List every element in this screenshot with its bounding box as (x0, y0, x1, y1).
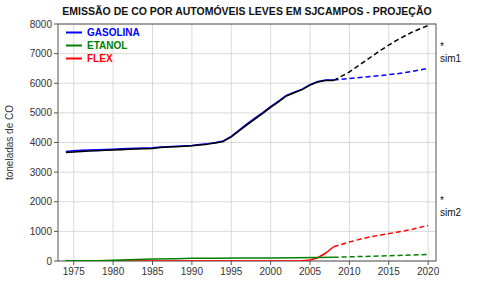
x-tick-label: 1990 (181, 266, 204, 277)
series-line (334, 225, 429, 246)
grid (58, 24, 436, 261)
y-axis-label: toneladas de CO (4, 105, 15, 180)
series-line (66, 80, 334, 151)
legend-swatch (66, 45, 82, 47)
y-tick (54, 201, 58, 202)
plot-frame (58, 24, 436, 261)
x-tick (388, 261, 389, 265)
x-tick-label: 1980 (102, 266, 125, 277)
annotation: *sim2 (440, 195, 462, 218)
y-tick (54, 142, 58, 143)
x-tick-label: 1975 (63, 266, 86, 277)
title: EMISSÃO DE CO POR AUTOMÓVEIS LEVES EM SJ… (62, 5, 431, 17)
y-tick (54, 231, 58, 232)
annotation: *sim1 (440, 41, 462, 64)
y-tick (54, 112, 58, 113)
series-line (66, 80, 334, 152)
y-tick-label: 0 (46, 256, 52, 267)
y-grid-line (58, 142, 436, 143)
y-grid-line (58, 201, 436, 202)
x-tick-label: 2010 (338, 266, 361, 277)
y-tick-label: 7000 (30, 48, 53, 59)
annotation-line: * (440, 41, 444, 52)
y-tick-label: 6000 (30, 78, 53, 89)
y-grid-line (58, 83, 436, 84)
x-tick-label: 2005 (299, 266, 322, 277)
annotation-line: sim1 (440, 53, 462, 64)
x-tick-label: 1995 (220, 266, 243, 277)
chart: 1975 1980 1985 1990 1995 2000 2005 2010 2015 2020… (0, 0, 478, 283)
lines (66, 25, 428, 261)
annotation-line: sim2 (440, 207, 462, 218)
y-grid-line (58, 172, 436, 173)
y-tick (54, 24, 58, 25)
legend-swatch (66, 58, 82, 60)
x-tick (231, 261, 232, 265)
y-tick-label: 8000 (30, 19, 53, 30)
legend-label: GASOLINA (87, 27, 140, 38)
y-tick (54, 83, 58, 84)
x-tick-label: 1985 (141, 266, 164, 277)
y-tick-label: 5000 (30, 107, 53, 118)
x-tick-label: 2015 (378, 266, 401, 277)
legend-swatch (66, 32, 82, 34)
y-tick-label: 3000 (30, 167, 53, 178)
x-tick (73, 261, 74, 265)
y-tick-label: 1000 (30, 226, 53, 237)
y-tick (54, 261, 58, 262)
series-line (334, 254, 429, 257)
series-line (334, 68, 429, 80)
x-tick (310, 261, 311, 265)
legend-label: ETANOL (87, 40, 127, 51)
series-line (66, 257, 334, 261)
x-tick (152, 261, 153, 265)
y-grid-line (58, 112, 436, 113)
x-tick (113, 261, 114, 265)
annotation-line: * (440, 195, 444, 206)
legend-label: FLEX (87, 53, 113, 64)
x-tick (428, 261, 429, 265)
y-tick (54, 172, 58, 173)
x-tick-label: 2000 (260, 266, 283, 277)
series-line (66, 247, 334, 261)
y-grid-line (58, 53, 436, 54)
legend: GASOLINA ETANOL FLEX (66, 27, 140, 64)
y-tick-label: 2000 (30, 196, 53, 207)
x-tick (270, 261, 271, 265)
y-grid-line (58, 231, 436, 232)
x-tick-label: 2020 (417, 266, 440, 277)
x-tick (191, 261, 192, 265)
y-tick (54, 53, 58, 54)
x-tick (349, 261, 350, 265)
y-tick-label: 4000 (30, 137, 53, 148)
axes: 1975 1980 1985 1990 1995 2000 2005 2010 2015 2020… (30, 19, 440, 278)
series-line (334, 25, 429, 80)
